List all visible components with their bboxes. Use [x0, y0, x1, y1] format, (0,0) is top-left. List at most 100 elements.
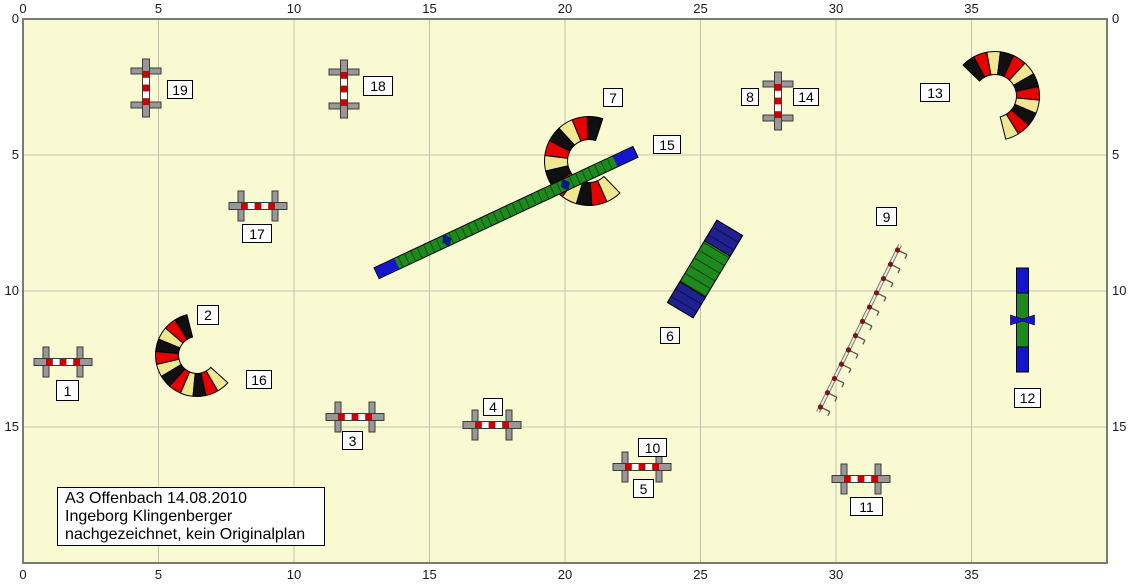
obstacle-number-2: 2 — [197, 305, 219, 325]
axis-label-top-5: 5 — [154, 1, 163, 16]
tunnel-13 — [962, 51, 1040, 140]
axis-label-left-5: 5 — [11, 147, 19, 162]
dogwalk-junction — [560, 178, 570, 192]
weave-pole — [817, 404, 824, 410]
jump-bar-stripe — [143, 84, 149, 92]
jump-bar-stripe — [143, 98, 149, 105]
jump-bar-stripe — [475, 422, 482, 428]
dogwalk-rung — [397, 256, 404, 268]
dogwalk-rung — [448, 232, 455, 244]
obstacle-number-7: 7 — [603, 88, 623, 107]
axis-label-right-5: 5 — [1112, 147, 1120, 162]
dogwalk-rung — [575, 173, 581, 184]
axis-label-right-15: 15 — [1112, 419, 1127, 434]
dogwalk-rung — [600, 161, 607, 173]
dogwalk-rung — [423, 244, 429, 256]
obstacle-number-11: 11 — [850, 497, 883, 516]
aframe-rung — [712, 226, 739, 243]
obstacle-number-19: 19 — [167, 80, 193, 99]
axis-label-top-35: 35 — [964, 1, 979, 16]
obstacle-number-10: 10 — [638, 438, 667, 457]
axis-label-top-0: 0 — [19, 1, 27, 16]
dogwalk-contact — [612, 147, 638, 167]
jump-5-10 — [612, 451, 672, 483]
jump-bar-stripe — [638, 464, 646, 470]
obstacle-number-8: 8 — [741, 88, 759, 106]
dogwalk-rung — [492, 212, 499, 223]
dogwalk-rung — [518, 200, 524, 211]
jump-bar-stripe — [59, 359, 67, 365]
weave-pole-foot — [869, 325, 873, 331]
jump-bar-stripe — [652, 464, 659, 470]
weave-pole-foot — [841, 382, 845, 388]
obstacle-number-15: 15 — [653, 135, 681, 154]
weave-pole — [887, 261, 894, 267]
field-border — [22, 18, 1108, 564]
jump-bar-stripe — [351, 414, 359, 420]
jump-3 — [325, 401, 385, 433]
dogwalk-rung — [594, 164, 600, 176]
jump-bar-stripe — [73, 359, 80, 365]
jump-bar-stripe — [268, 203, 275, 209]
obstacle-number-9: 9 — [876, 207, 897, 226]
dogwalk-rung — [473, 221, 480, 232]
dogwalk-rung — [587, 167, 594, 178]
jump-bar-stripe — [488, 422, 496, 428]
jump-bar-stripe — [625, 464, 632, 470]
dogwalk-rung — [537, 191, 543, 202]
axis-label-bottom-25: 25 — [693, 567, 708, 582]
weave-pole-foot — [890, 282, 894, 288]
weave-pole — [852, 333, 859, 339]
tunnel-segment — [205, 366, 229, 392]
dogwalk-rung — [549, 185, 556, 196]
jump-18 — [328, 59, 360, 119]
jump-17 — [228, 190, 288, 222]
jump-bar-stripe — [502, 422, 509, 428]
dogwalk-rung — [530, 194, 537, 205]
course-title: A3 Offenbach 14.08.2010 — [65, 490, 248, 507]
axis-label-top-10: 10 — [286, 1, 302, 16]
weave-pole — [831, 375, 838, 382]
dogwalk-rung — [435, 238, 442, 250]
obstacle-number-16: 16 — [246, 370, 272, 389]
jump-bar-stripe — [871, 476, 878, 482]
dogwalk-rung — [454, 230, 461, 241]
axis-label-top-20: 20 — [557, 1, 573, 16]
weave-pole-foot — [883, 297, 887, 302]
weave-pole-foot — [834, 397, 838, 402]
jump-4 — [462, 409, 522, 441]
axis-label-bottom-10: 10 — [286, 567, 302, 582]
seesaw-contact — [1016, 346, 1029, 373]
dogwalk-rung — [524, 197, 531, 208]
jump-bar-stripe — [775, 84, 781, 91]
jump-1 — [33, 346, 93, 378]
axis-label-top-25: 25 — [693, 1, 708, 16]
obstacle-number-17: 17 — [242, 224, 272, 243]
obstacle-number-13: 13 — [920, 83, 950, 102]
weave-pole — [880, 275, 887, 282]
jump-bar-stripe — [775, 97, 781, 105]
dogwalk-rung — [416, 247, 423, 259]
weave-pole — [894, 247, 901, 253]
tunnel-segment — [999, 113, 1020, 140]
axis-label-left-10: 10 — [4, 283, 19, 298]
obstacle-number-3: 3 — [342, 431, 363, 450]
weave-pole-foot — [904, 254, 908, 259]
aframe-rung — [675, 288, 702, 305]
weave-pole-foot — [862, 339, 866, 345]
axis-label-bottom-0: 0 — [19, 567, 27, 582]
jump-bar-stripe — [254, 203, 262, 209]
dogwalk-rung — [410, 250, 417, 262]
aframe-rung — [680, 280, 707, 297]
weave-pole — [845, 347, 852, 353]
weave-base-inner — [817, 244, 901, 413]
weave-9 — [816, 244, 908, 416]
axis-label-left-15: 15 — [4, 419, 19, 434]
weave-pole — [866, 304, 873, 310]
aframe-rung — [703, 241, 730, 259]
dogwalk-rung — [467, 224, 474, 235]
dogwalk-rung — [606, 158, 613, 170]
dogwalk-rung — [429, 241, 436, 253]
